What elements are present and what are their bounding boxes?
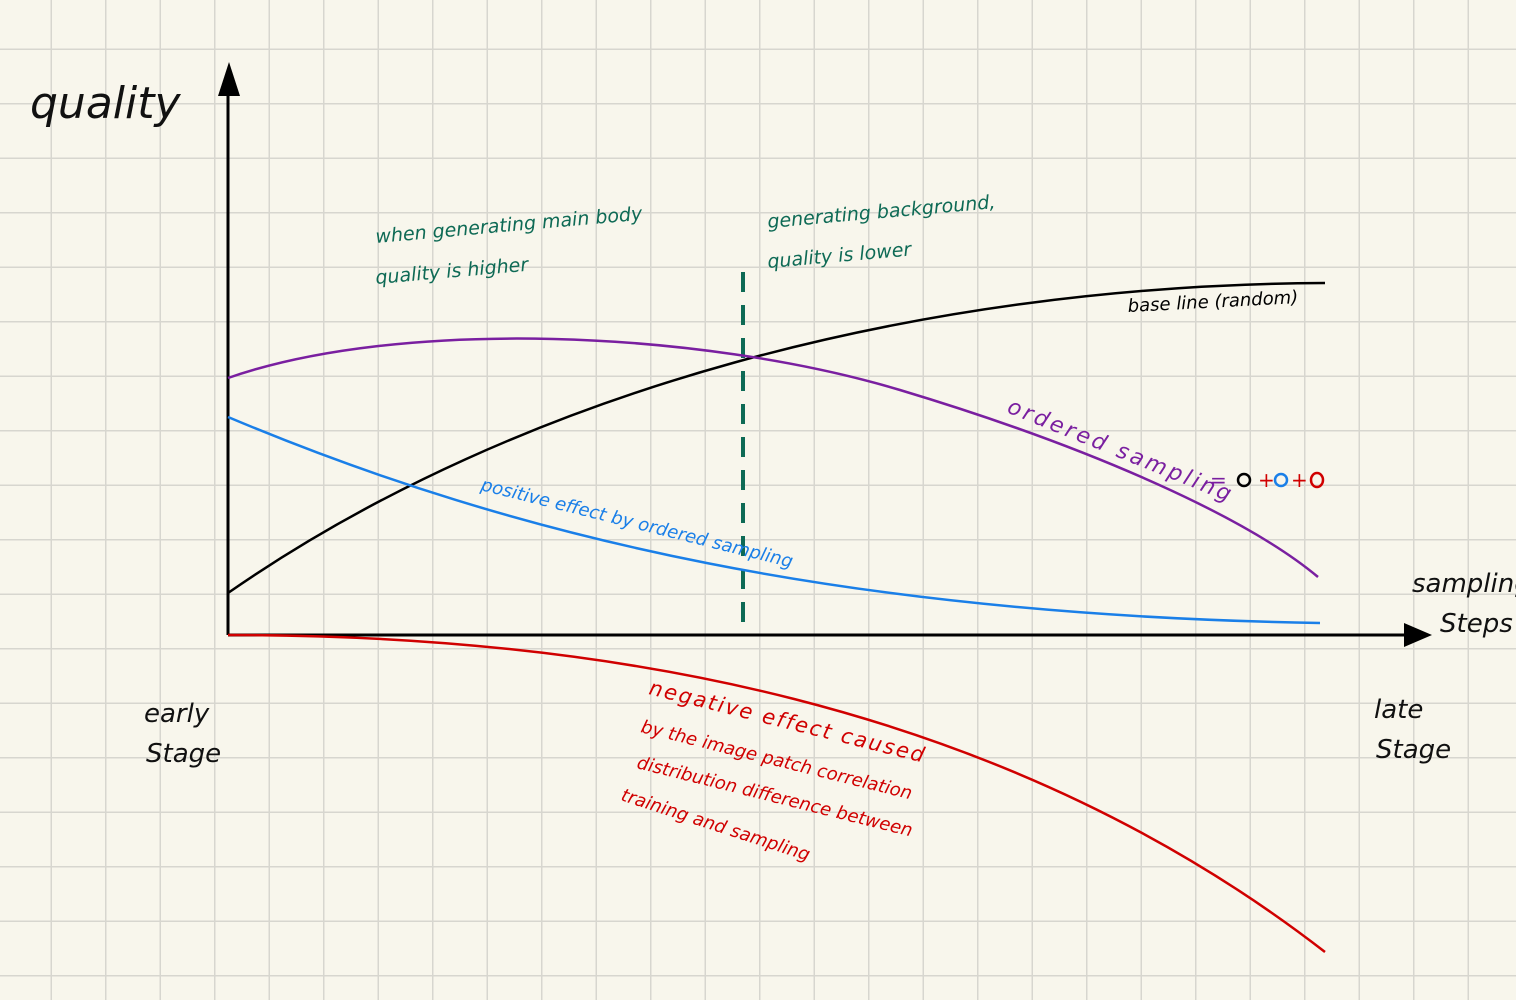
y-axis-label: quality	[30, 78, 181, 129]
red-circle-icon	[1309, 471, 1325, 489]
formula-plus-2: +	[1291, 468, 1308, 492]
ordered-sampling-curve	[227, 337, 1319, 578]
positive-effect-curve	[227, 415, 1321, 625]
late-stage-label-line2: Stage	[1376, 735, 1451, 765]
early-stage-label-line2: Stage	[146, 739, 221, 769]
early-stage-label-line1: early	[144, 699, 210, 729]
main-body-note-line2: quality is higher	[375, 254, 531, 289]
negative-effect-curve	[227, 633, 1326, 953]
y-axis-arrow-icon	[218, 62, 240, 96]
x-axis-arrow-icon	[1404, 623, 1432, 647]
ordered-sampling-label: ordered sampling	[1004, 394, 1238, 508]
formula-plus-1: +	[1258, 468, 1275, 492]
x-axis-label-line1: sampling	[1412, 569, 1516, 599]
main-body-note-line1: when generating main body	[375, 203, 644, 248]
background-note-line2: quality is lower	[767, 238, 914, 273]
formula-equals: =	[1210, 468, 1227, 492]
black-circle-icon	[1236, 472, 1252, 488]
background-note-line1: generating background,	[767, 191, 997, 233]
baseline-label: base line (random)	[1127, 287, 1299, 317]
blue-circle-icon	[1273, 472, 1289, 488]
positive-effect-label: positive effect by ordered sampling	[478, 474, 795, 572]
baseline-curve	[227, 281, 1326, 595]
formula: = + +	[1210, 468, 1325, 492]
late-stage-label-line1: late	[1374, 695, 1423, 725]
x-axis-label-line2: Steps	[1440, 609, 1513, 639]
